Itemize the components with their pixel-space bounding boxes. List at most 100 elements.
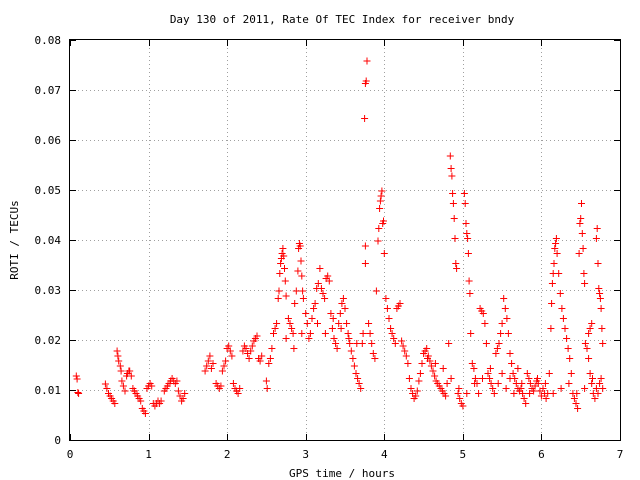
- data-point: [297, 257, 305, 265]
- data-point: [470, 365, 478, 372]
- data-point: [599, 385, 607, 392]
- data-point: [382, 295, 390, 302]
- data-point: [447, 165, 455, 172]
- data-point: [299, 287, 307, 295]
- data-point: [299, 295, 307, 302]
- data-point: [593, 225, 601, 232]
- data-point: [404, 360, 412, 367]
- data-point: [553, 250, 561, 257]
- data-point: [431, 372, 439, 380]
- data-point: [308, 315, 316, 322]
- data-point: [383, 305, 391, 312]
- data-point: [361, 260, 369, 267]
- data-point: [589, 375, 596, 382]
- data-point: [492, 350, 500, 357]
- data-point: [539, 385, 547, 392]
- data-point: [390, 335, 398, 342]
- data-point: [597, 375, 605, 382]
- data-point: [506, 350, 514, 357]
- data-point: [369, 350, 377, 357]
- data-point: [292, 287, 300, 295]
- data-point: [570, 395, 578, 402]
- data-point: [462, 220, 470, 227]
- data-point: [586, 370, 594, 377]
- data-point: [490, 390, 498, 397]
- data-point: [117, 367, 125, 375]
- data-point: [294, 267, 302, 275]
- data-point: [319, 290, 327, 297]
- data-point: [121, 387, 129, 395]
- y-tick-label: 0: [54, 434, 61, 447]
- data-point: [366, 330, 374, 337]
- data-point: [324, 272, 332, 280]
- data-point: [578, 200, 585, 207]
- data-point: [413, 387, 421, 395]
- data-point: [336, 310, 344, 317]
- data-point: [374, 237, 382, 245]
- data-point: [592, 235, 600, 242]
- data-point: [416, 370, 424, 377]
- data-point: [489, 385, 497, 392]
- data-point: [510, 390, 518, 397]
- data-point: [401, 347, 409, 355]
- data-point: [228, 352, 236, 360]
- data-point: [561, 325, 569, 332]
- data-point: [526, 380, 534, 387]
- data-point: [371, 355, 379, 362]
- data-point: [103, 385, 111, 392]
- data-point: [591, 395, 599, 402]
- data-point: [578, 230, 586, 237]
- data-point: [148, 382, 156, 390]
- data-point: [596, 290, 604, 297]
- data-point: [281, 277, 289, 285]
- data-point: [497, 330, 505, 337]
- data-point: [277, 260, 285, 267]
- data-point: [113, 347, 121, 355]
- data-point: [111, 400, 119, 407]
- data-point: [344, 330, 352, 337]
- data-point: [596, 295, 604, 302]
- data-point: [506, 375, 514, 382]
- data-point: [574, 405, 582, 412]
- data-point: [464, 250, 472, 257]
- data-point: [273, 320, 281, 327]
- y-tick-label: 0.07: [35, 84, 62, 97]
- data-point: [203, 362, 211, 370]
- y-tick-label: 0.02: [35, 334, 62, 347]
- data-point: [594, 260, 602, 267]
- data-point: [508, 360, 516, 367]
- data-point: [577, 215, 585, 222]
- data-point: [585, 330, 593, 337]
- data-point: [288, 325, 296, 332]
- data-point: [453, 265, 461, 272]
- data-point: [388, 330, 396, 337]
- data-point: [563, 335, 571, 342]
- data-point: [274, 295, 282, 302]
- data-point: [329, 315, 337, 322]
- data-point: [157, 397, 165, 405]
- data-point: [75, 390, 83, 397]
- data-point: [357, 385, 365, 392]
- data-point: [302, 310, 310, 317]
- data-point: [372, 287, 380, 295]
- data-point: [482, 340, 490, 347]
- data-point: [179, 395, 187, 402]
- data-point: [262, 377, 270, 385]
- data-point: [501, 305, 509, 312]
- data-point: [353, 340, 361, 347]
- data-point: [346, 340, 354, 347]
- x-tick-label: 4: [381, 448, 388, 461]
- data-point: [268, 345, 276, 352]
- data-point: [265, 360, 273, 367]
- data-point: [550, 260, 558, 267]
- data-point: [327, 310, 335, 317]
- data-point: [276, 270, 284, 277]
- data-point: [596, 380, 604, 387]
- data-point: [463, 390, 471, 397]
- data-point: [391, 340, 399, 347]
- data-point: [504, 330, 512, 337]
- data-point: [579, 245, 587, 252]
- data-point: [412, 392, 420, 400]
- data-point: [314, 320, 321, 327]
